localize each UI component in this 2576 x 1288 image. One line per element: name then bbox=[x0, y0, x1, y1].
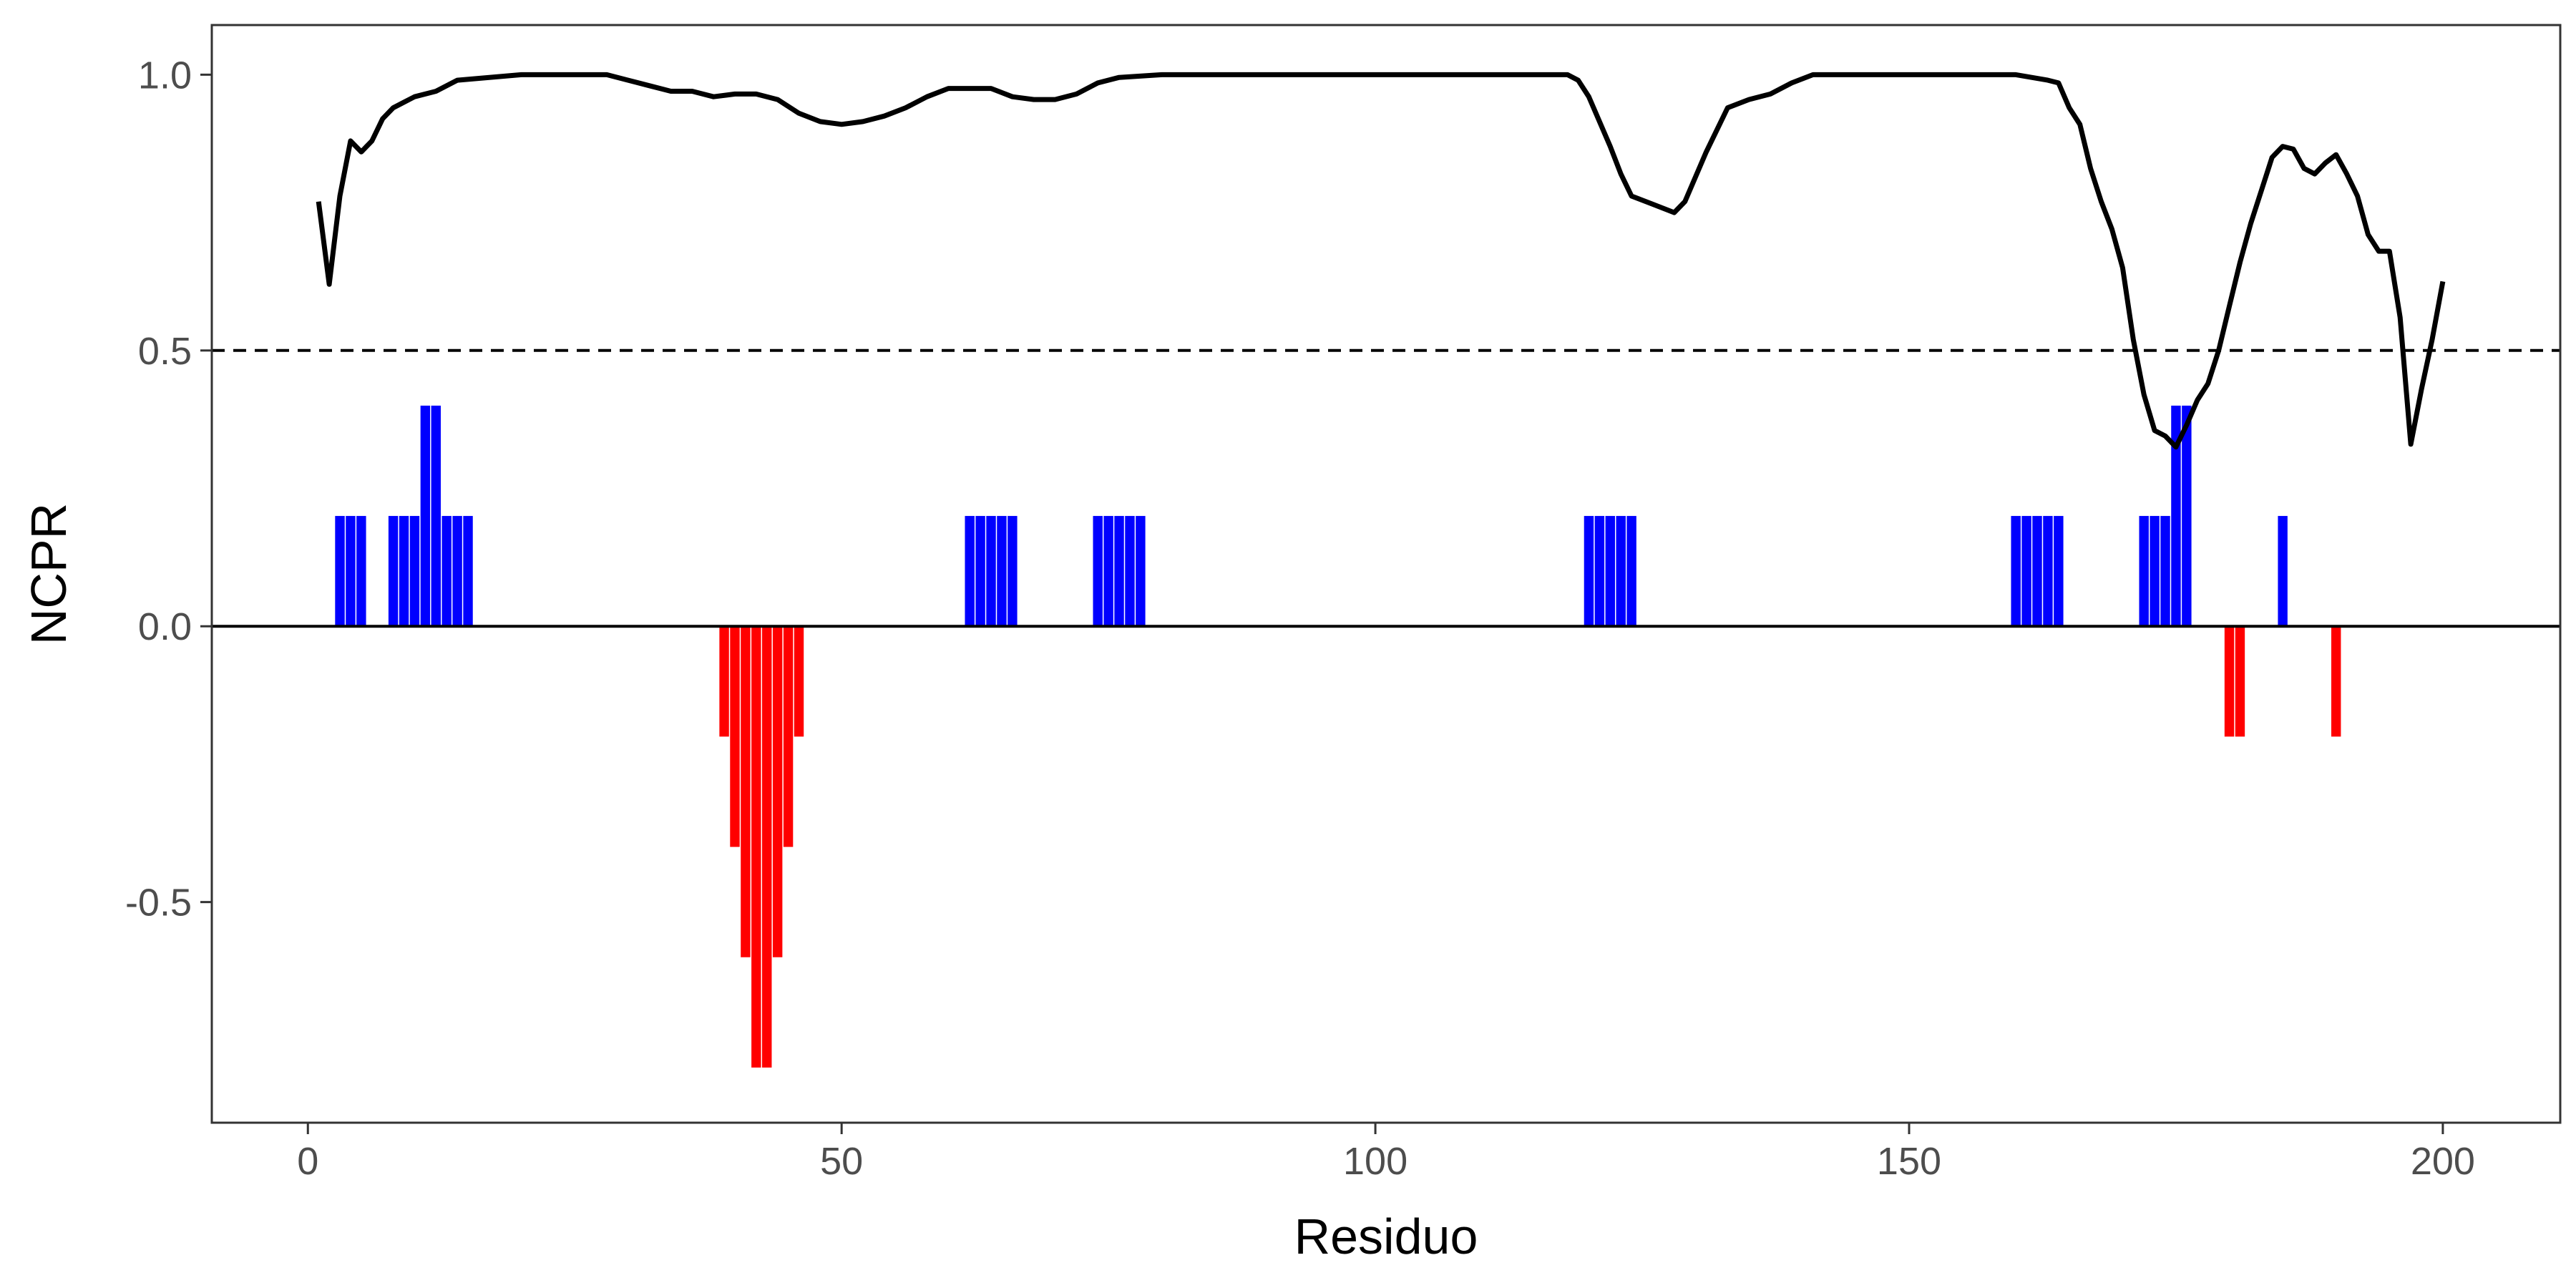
positive-bar bbox=[2160, 516, 2170, 627]
positive-bar bbox=[986, 516, 996, 627]
positive-bar bbox=[2171, 405, 2181, 627]
negative-bar bbox=[772, 626, 783, 957]
bars-layer bbox=[335, 405, 2341, 1068]
panel-border bbox=[210, 24, 2562, 1124]
x-tick-label: 0 bbox=[297, 1140, 318, 1183]
positive-bar bbox=[2032, 516, 2042, 627]
positive-bar bbox=[335, 516, 345, 627]
positive-bar bbox=[1136, 516, 1146, 627]
x-axis-title: Residuo bbox=[1294, 1209, 1478, 1264]
series-line bbox=[316, 72, 2446, 450]
y-tick-label: 0.0 bbox=[138, 605, 192, 648]
y-tick-label: 0.5 bbox=[138, 330, 192, 373]
positive-bar bbox=[2043, 516, 2053, 627]
y-tick-label: -0.5 bbox=[125, 882, 192, 924]
y-tick-label: 1.0 bbox=[138, 54, 192, 97]
y-axis-title: NCPR bbox=[21, 503, 77, 645]
positive-bar bbox=[1103, 516, 1113, 627]
negative-bar bbox=[741, 626, 751, 957]
negative-bar bbox=[762, 626, 772, 1068]
x-tick-label: 200 bbox=[2411, 1140, 2475, 1183]
positive-bar bbox=[431, 405, 441, 627]
x-tick-label: 100 bbox=[1343, 1140, 1407, 1183]
positive-bar bbox=[409, 516, 420, 627]
positive-bar bbox=[356, 516, 366, 627]
positive-bar bbox=[441, 516, 452, 627]
negative-bar bbox=[730, 626, 740, 847]
x-tick-label: 50 bbox=[820, 1140, 863, 1183]
positive-bar bbox=[388, 516, 399, 627]
positive-bar bbox=[2054, 516, 2064, 627]
negative-bar bbox=[2331, 626, 2341, 737]
positive-bar bbox=[1616, 516, 1626, 627]
positive-bar bbox=[1093, 516, 1103, 627]
positive-bar bbox=[975, 516, 985, 627]
positive-bar bbox=[2011, 516, 2021, 627]
positive-bar bbox=[1008, 516, 1018, 627]
positive-bar bbox=[1605, 516, 1615, 627]
positive-bar bbox=[1626, 516, 1636, 627]
y-axis: -0.5 0.0 0.5 1.0 bbox=[125, 54, 212, 924]
positive-bar bbox=[2139, 516, 2149, 627]
positive-bar bbox=[2182, 405, 2192, 627]
positive-bar bbox=[965, 516, 975, 627]
x-tick-label: 150 bbox=[1877, 1140, 1941, 1183]
lines-layer bbox=[212, 72, 2560, 628]
negative-bar bbox=[719, 626, 729, 737]
negative-bar bbox=[751, 626, 761, 1068]
positive-bar bbox=[1125, 516, 1135, 627]
negative-bar bbox=[783, 626, 794, 847]
positive-bar bbox=[2021, 516, 2031, 627]
positive-bar bbox=[1584, 516, 1594, 627]
positive-bar bbox=[997, 516, 1007, 627]
positive-bar bbox=[399, 516, 409, 627]
positive-bar bbox=[1114, 516, 1124, 627]
negative-bar bbox=[2224, 626, 2235, 737]
positive-bar bbox=[346, 516, 356, 627]
plot-background bbox=[212, 25, 2560, 1123]
x-axis: 0 50 100 150 200 bbox=[297, 1123, 2475, 1183]
positive-bar bbox=[2150, 516, 2160, 627]
positive-bar bbox=[452, 516, 462, 627]
positive-bar bbox=[420, 405, 431, 627]
positive-bar bbox=[463, 516, 473, 627]
negative-bar bbox=[2235, 626, 2245, 737]
positive-bar bbox=[2278, 516, 2288, 627]
positive-bar bbox=[1594, 516, 1605, 627]
negative-bar bbox=[794, 626, 804, 737]
